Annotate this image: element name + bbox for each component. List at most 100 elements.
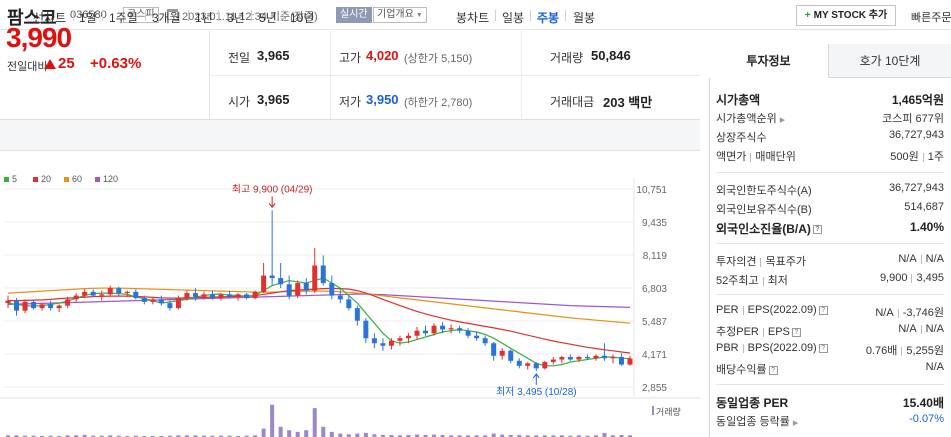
- candle-body: [448, 328, 454, 330]
- separator: [565, 10, 566, 21]
- candle-body: [567, 357, 573, 360]
- candle-body: [329, 283, 335, 296]
- market-cap-value: 1,465억원: [891, 93, 944, 107]
- period-3y[interactable]: 3년: [227, 11, 245, 25]
- candle-body: [184, 293, 190, 299]
- period-1d[interactable]: 1일: [79, 11, 97, 25]
- market-badge: 코스피: [123, 7, 159, 23]
- chevron-right-icon: ▶: [792, 420, 799, 427]
- market-cap-label: 시가총액: [716, 93, 761, 107]
- stock-name: 팜스코: [7, 8, 57, 28]
- help-icon[interactable]: ?: [791, 327, 801, 337]
- candle-body: [542, 362, 548, 369]
- volume-bar: [559, 435, 564, 437]
- period-3m[interactable]: 3개월: [152, 11, 181, 25]
- volume-bar: [500, 434, 505, 437]
- target-value: N/A: [925, 253, 944, 265]
- volume-bar: [389, 434, 394, 437]
- volume-bar: [193, 435, 198, 437]
- y-tick-label: 8,119: [643, 251, 668, 262]
- realtime-button[interactable]: 실시간: [336, 7, 372, 23]
- stock-header: [0, 0, 951, 30]
- high-arrow-head: [268, 203, 276, 209]
- volume-bar: [372, 434, 377, 437]
- ma5-legend: 5: [12, 174, 18, 184]
- volume-bar: [568, 435, 573, 437]
- stats-col-divider: [521, 31, 522, 119]
- lower-limit: (하한가 2,780): [404, 97, 473, 109]
- tab-order-book[interactable]: 호가 10단계: [829, 44, 951, 78]
- candle-body: [65, 299, 71, 306]
- volume-bar: [253, 435, 258, 437]
- volume-bar: [150, 435, 155, 437]
- candle-body: [5, 300, 11, 304]
- volume-bar: [414, 434, 419, 437]
- candle-chart-label: 봉차트: [456, 11, 490, 25]
- volume-value: 50,846: [591, 48, 631, 63]
- volume-bar: [74, 435, 79, 437]
- y-tick-label: 6,803: [642, 284, 667, 295]
- separator: [495, 10, 496, 21]
- volume-bar: [602, 432, 607, 437]
- separator: [530, 10, 531, 21]
- foreign-ratio-label: 외국인소진율(B/A): [716, 222, 811, 236]
- quick-order-link[interactable]: 빠른주문: [911, 12, 951, 24]
- volume-bar: [449, 435, 454, 437]
- volume-bar: [23, 435, 28, 437]
- help-icon[interactable]: ?: [818, 305, 828, 315]
- market-cap-rank-label: 시가총액순위 ▶: [716, 113, 786, 125]
- volume-bar: [227, 435, 232, 437]
- help-icon[interactable]: ?: [768, 365, 778, 375]
- y-tick-label: 2,855: [642, 383, 667, 394]
- volume-bar: [619, 434, 624, 437]
- shares-label: 상장주식수: [716, 132, 767, 144]
- tab-investment-info[interactable]: 투자정보: [709, 44, 829, 78]
- est-per-label: 추정PER: [716, 326, 759, 338]
- ma5-swatch: [4, 177, 9, 182]
- candle-body: [533, 363, 539, 369]
- help-icon[interactable]: ?: [812, 225, 822, 235]
- trade-value: 203 백만: [603, 95, 653, 110]
- period-1w[interactable]: 1주일: [109, 11, 138, 25]
- period-5y[interactable]: 5년: [259, 11, 277, 25]
- candle-body: [559, 357, 565, 360]
- period-1y[interactable]: 1년: [195, 11, 213, 25]
- low-value: 3,950: [366, 92, 399, 107]
- volume-bar: [219, 435, 224, 437]
- volume-bar: [133, 435, 138, 437]
- company-overview-dropdown[interactable]: 기업개요 ▼: [373, 7, 427, 23]
- volume-bar: [65, 435, 70, 437]
- y-tick-label: 9,435: [642, 218, 667, 229]
- par-value: 500원: [890, 151, 919, 163]
- candle-body: [235, 294, 241, 297]
- volume-bar: [48, 435, 53, 437]
- volume-bar: [91, 435, 96, 437]
- volume-bar: [176, 435, 181, 437]
- volume-bar: [380, 434, 385, 437]
- volume-bar: [159, 435, 164, 437]
- y-tick-label: 5,487: [642, 317, 667, 328]
- change-label: 전일대비: [7, 61, 48, 73]
- candle-body: [346, 299, 352, 309]
- candle-weekly[interactable]: 주봉: [537, 11, 560, 25]
- candlestick-chart[interactable]: 10,751 9,435 8,119 6,803 5,487 4,171 2,855 최고 9…: [0, 170, 700, 437]
- candle-body: [31, 301, 37, 309]
- volume-bar: [321, 426, 326, 437]
- est-per-value: N/A: [898, 323, 917, 335]
- volume-bar: [585, 435, 590, 437]
- period-10y[interactable]: 10년: [290, 11, 315, 25]
- candle-monthly[interactable]: 월봉: [573, 11, 596, 25]
- volume-bar: [551, 435, 556, 437]
- volume-bar: [457, 435, 462, 437]
- separator: [251, 10, 252, 21]
- high-value: 4,020: [366, 48, 399, 63]
- add-mystock-button[interactable]: + MY STOCK 추가: [796, 5, 896, 26]
- volume-bar: [517, 434, 522, 437]
- industry-change-value: -0.07%: [909, 413, 944, 425]
- ma20-legend: 20: [41, 174, 52, 184]
- candle-daily[interactable]: 일봉: [502, 11, 525, 25]
- volume-bar: [312, 408, 317, 437]
- candle-body: [133, 291, 139, 299]
- help-icon[interactable]: ?: [818, 343, 828, 353]
- bps-label: BPS(2022.09): [747, 342, 817, 354]
